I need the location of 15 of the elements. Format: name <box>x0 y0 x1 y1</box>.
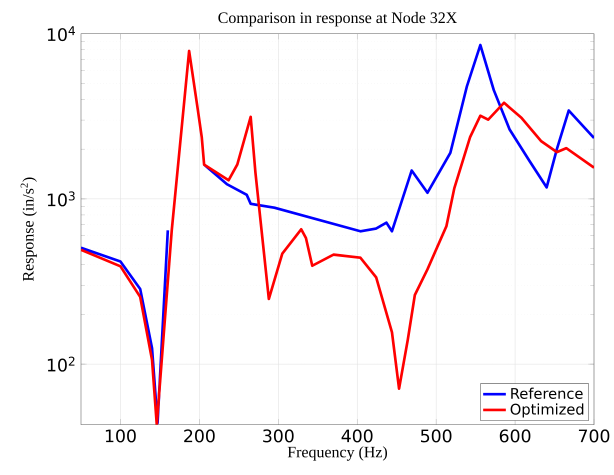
x-tick-label: 400 <box>342 429 373 442</box>
x-axis-title: Frequency (Hz) <box>288 446 388 461</box>
chart-title: Comparison in response at Node 32X <box>218 12 457 26</box>
x-tick-label: 500 <box>421 429 452 442</box>
y-axis-title: Response (in/s$^{2}$) <box>20 178 37 282</box>
x-tick-label: 100 <box>106 429 136 442</box>
legend-label: Optimized <box>510 403 584 418</box>
y-tick-label: 10$^{2}$ <box>48 356 74 372</box>
y-tick-label: 10$^{3}$ <box>48 191 75 206</box>
legend-label: Reference <box>511 388 583 399</box>
x-tick-label: 600 <box>500 429 530 442</box>
y-tick-label: 10$^{4}$ <box>48 26 75 42</box>
x-tick-label: 200 <box>184 429 215 442</box>
x-tick-label: 300 <box>263 429 294 442</box>
x-tick-label: 700 <box>578 429 610 442</box>
